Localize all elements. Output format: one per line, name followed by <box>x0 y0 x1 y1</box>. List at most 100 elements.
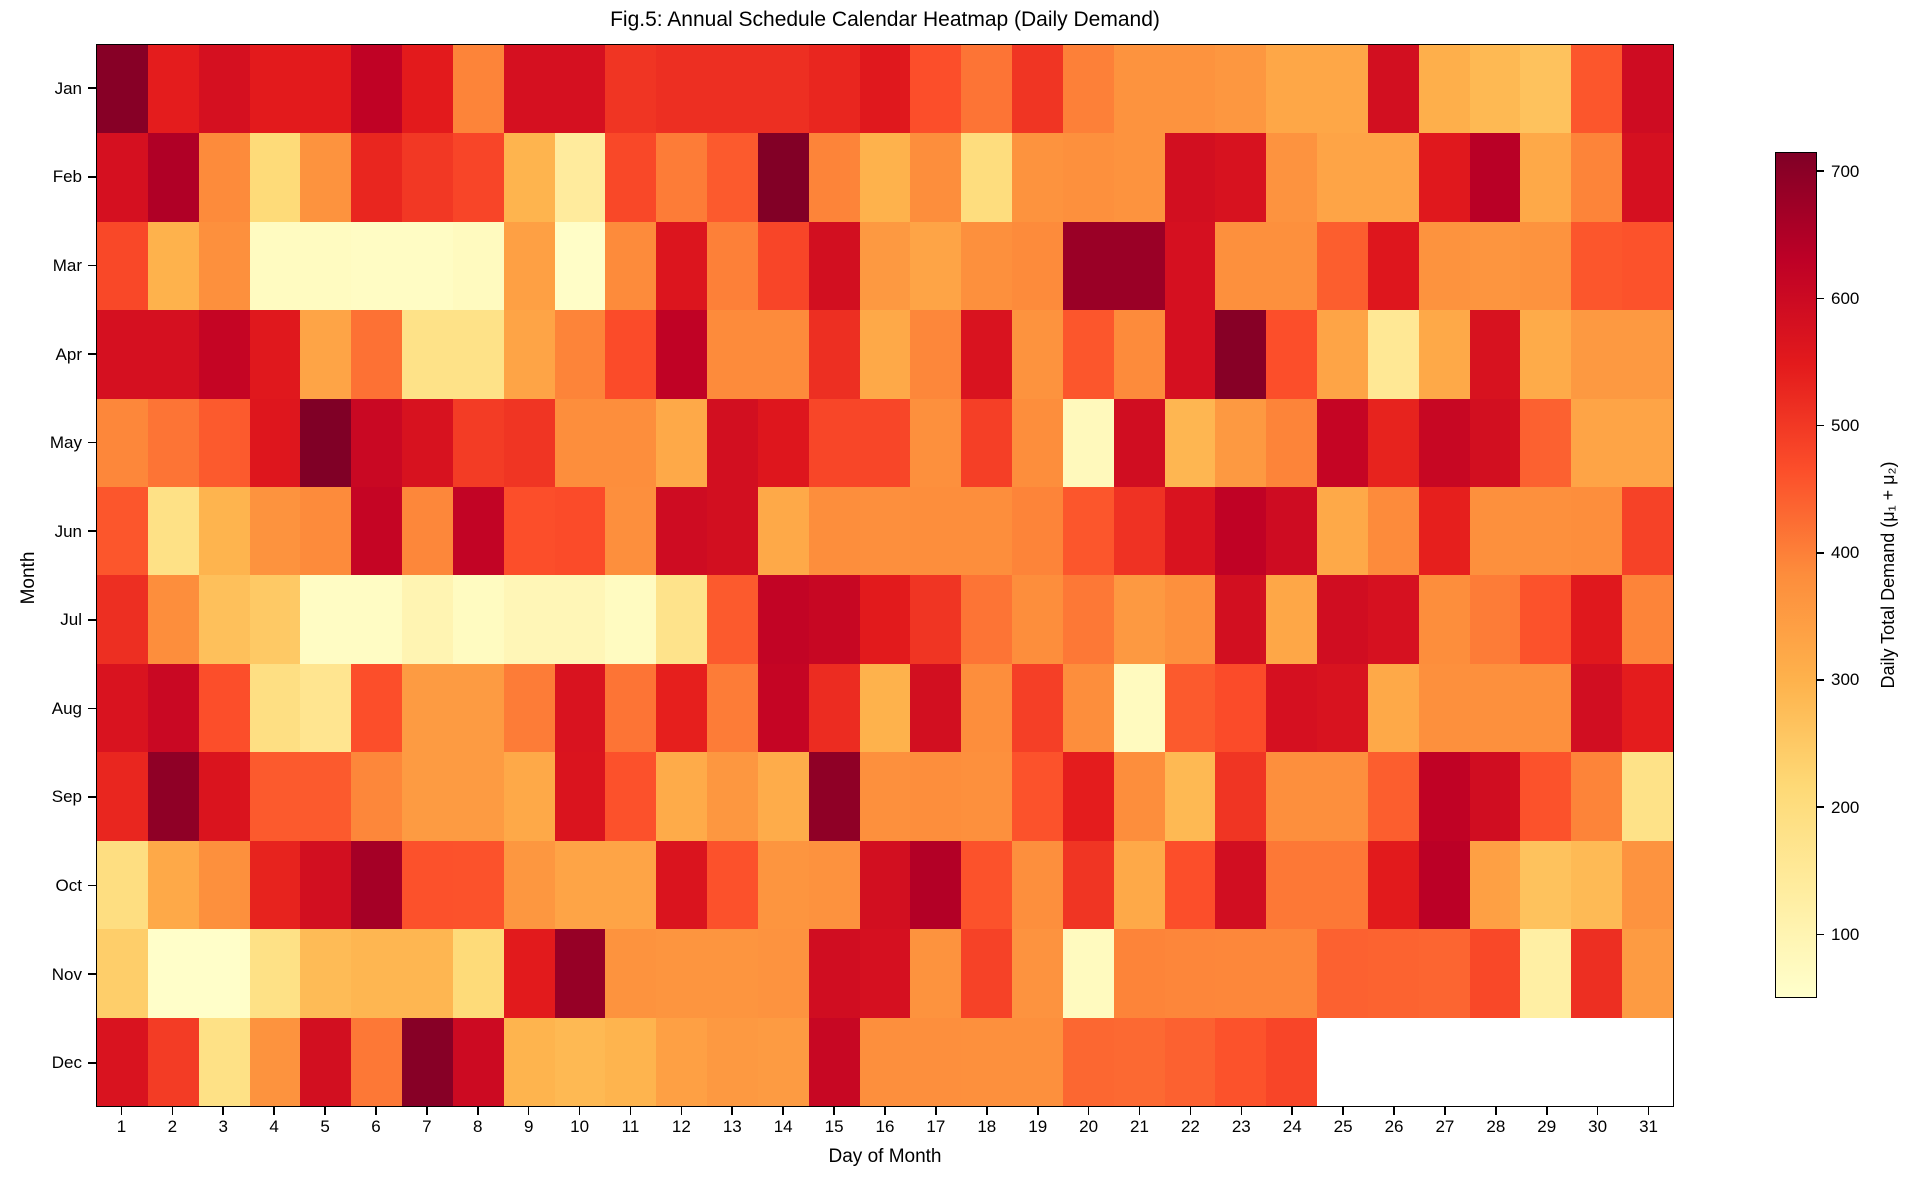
heatmap-cell <box>1418 310 1470 399</box>
y-tick-label: Jul <box>60 610 82 630</box>
heatmap-cell <box>1215 752 1267 841</box>
y-tick-label: Feb <box>52 167 82 187</box>
heatmap-cell <box>1571 398 1623 488</box>
heatmap-cell <box>198 929 250 1018</box>
heatmap-cell <box>147 398 199 488</box>
heatmap-cell <box>1520 221 1572 311</box>
x-tick-label: 22 <box>1180 1117 1200 1136</box>
heatmap-cell <box>1520 929 1572 1018</box>
y-tick-mark <box>88 87 96 90</box>
heatmap-cell <box>1520 133 1572 222</box>
heatmap-cell <box>503 310 555 399</box>
x-tick-label: 1 <box>116 1117 127 1136</box>
heatmap-cell <box>1418 487 1470 576</box>
heatmap-cell <box>147 133 199 222</box>
heatmap-cell <box>1266 752 1318 841</box>
heatmap-cell <box>1317 1017 1368 1106</box>
heatmap-cell <box>1317 45 1368 134</box>
heatmap-cell <box>1215 310 1267 399</box>
heatmap-cell <box>808 45 860 134</box>
x-tick-mark <box>171 1107 174 1115</box>
heatmap-cell <box>351 133 403 222</box>
heatmap-cell <box>554 840 606 930</box>
heatmap-cell <box>1164 663 1216 753</box>
heatmap-cell <box>808 133 860 222</box>
heatmap-cell <box>147 487 199 576</box>
heatmap-cell <box>961 221 1013 311</box>
heatmap-cell <box>1113 575 1165 664</box>
x-tick-mark <box>935 1107 937 1115</box>
x-tick-label: 21 <box>1130 1117 1149 1136</box>
heatmap-cell <box>249 310 301 399</box>
heatmap-cell <box>1164 45 1216 134</box>
heatmap-cell <box>1469 133 1521 222</box>
heatmap-cell <box>1367 133 1419 222</box>
heatmap-cell <box>351 398 403 488</box>
x-tick-mark <box>1342 1107 1344 1115</box>
heatmap-cell <box>961 840 1013 930</box>
heatmap-cell <box>910 221 962 311</box>
heatmap-cell <box>961 1017 1013 1106</box>
x-tick-label: 10 <box>570 1117 590 1136</box>
heatmap-cell <box>808 398 860 488</box>
heatmap-cell <box>1571 133 1623 222</box>
heatmap-cell <box>1622 487 1673 576</box>
heatmap-cell <box>1266 487 1318 576</box>
heatmap-cell <box>605 398 657 488</box>
y-tick-mark <box>88 264 96 267</box>
heatmap-cell <box>808 487 860 576</box>
heatmap-cell <box>1164 929 1216 1018</box>
heatmap-cell <box>1469 45 1521 134</box>
heatmap-cell <box>249 663 301 753</box>
heatmap-cell <box>452 487 504 576</box>
heatmap-cell <box>1317 398 1368 488</box>
heatmap-cell <box>808 752 860 841</box>
heatmap-cell <box>859 575 911 664</box>
heatmap-cell <box>402 663 453 753</box>
heatmap-cell <box>1418 575 1470 664</box>
heatmap-cell <box>605 575 657 664</box>
heatmap-cell <box>757 310 809 399</box>
heatmap-cell <box>300 752 352 841</box>
heatmap-cell <box>859 929 911 1018</box>
x-tick-label: 15 <box>824 1117 844 1136</box>
heatmap-cell <box>1520 398 1572 488</box>
heatmap-cell <box>402 398 453 488</box>
x-tick-mark <box>1087 1107 1090 1115</box>
heatmap-cell <box>961 133 1013 222</box>
colorbar-tick-label: 700 <box>1831 161 1860 181</box>
heatmap-cell <box>1113 221 1165 311</box>
heatmap-cell <box>1469 663 1521 753</box>
heatmap-cell <box>605 487 657 576</box>
x-tick-label: 18 <box>977 1117 997 1136</box>
heatmap-cell <box>1113 398 1165 488</box>
heatmap-cell <box>554 487 606 576</box>
x-tick-label: 30 <box>1588 1117 1608 1136</box>
heatmap-cell <box>503 840 555 930</box>
heatmap-cell <box>1317 929 1368 1018</box>
heatmap-cell <box>605 929 657 1018</box>
heatmap-cell <box>859 398 911 488</box>
heatmap-cell <box>452 221 504 311</box>
heatmap-cell <box>707 663 758 753</box>
heatmap-cell <box>1469 575 1521 664</box>
heatmap-cell <box>707 1017 758 1106</box>
x-tick-mark <box>782 1107 784 1115</box>
heatmap-cell <box>1367 663 1419 753</box>
heatmap-cell <box>198 1017 250 1106</box>
heatmap-cell <box>1469 487 1521 576</box>
heatmap-cell <box>961 398 1013 488</box>
heatmap-cell <box>808 840 860 930</box>
heatmap-cell <box>707 310 758 399</box>
x-tick-mark <box>1444 1107 1446 1115</box>
heatmap-cell <box>97 1017 148 1106</box>
heatmap-cell <box>249 398 301 488</box>
colorbar-tick-mark <box>1817 297 1824 300</box>
x-tick-mark <box>1545 1107 1548 1115</box>
y-axis-label: Month <box>18 551 39 605</box>
heatmap-cell <box>1571 487 1623 576</box>
heatmap-cell <box>147 310 199 399</box>
heatmap-cell <box>249 840 301 930</box>
heatmap-cell <box>961 487 1013 576</box>
heatmap-cell <box>503 45 555 134</box>
